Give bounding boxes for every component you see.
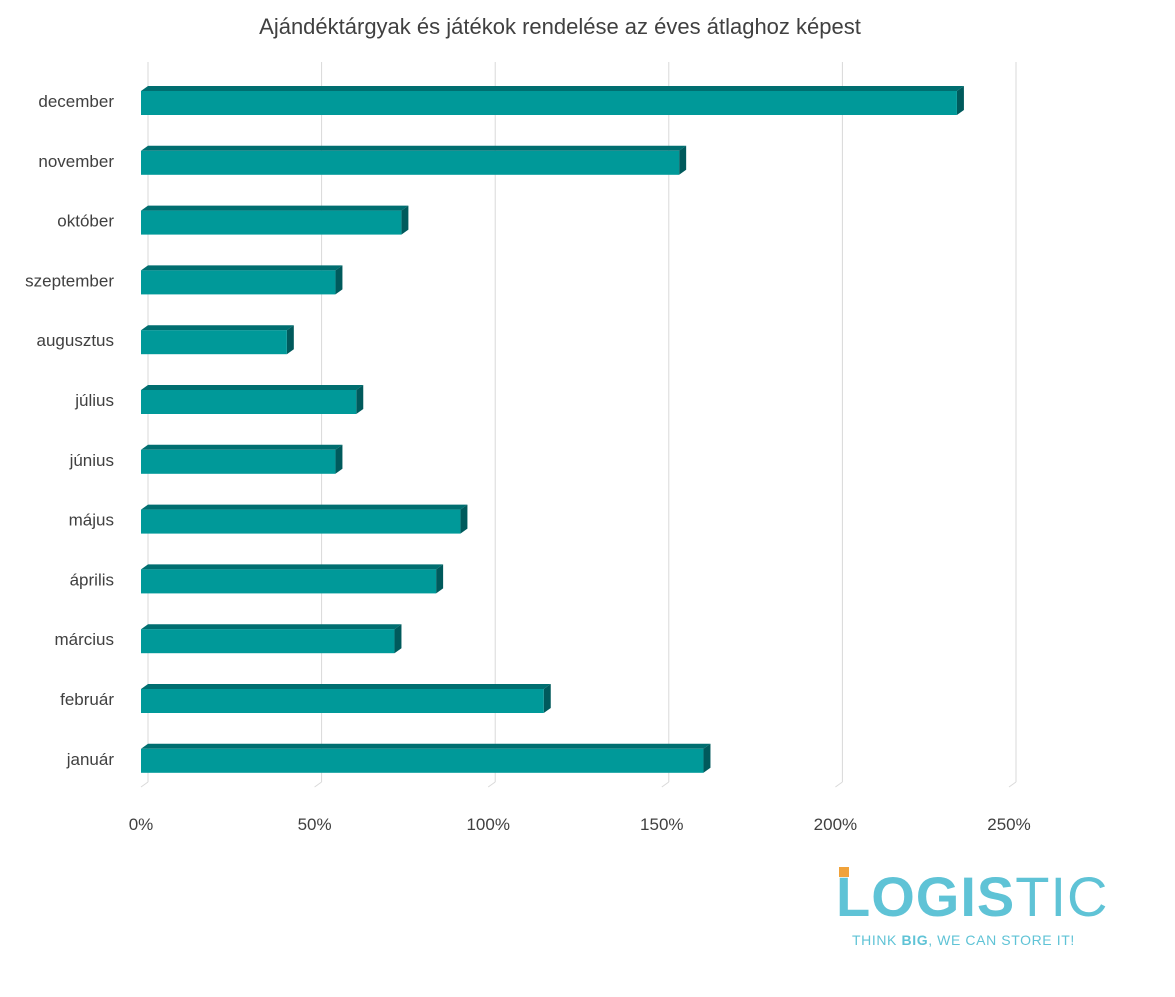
bar <box>141 684 551 713</box>
category-label: november <box>38 152 114 171</box>
x-tick-label: 200% <box>814 815 857 834</box>
bar <box>141 624 402 654</box>
bar-side <box>436 564 444 594</box>
bar-front <box>141 210 402 235</box>
bar <box>141 385 364 414</box>
bar-front <box>141 689 544 713</box>
bar-side <box>356 385 364 414</box>
bar-side <box>286 325 294 355</box>
bars <box>141 86 964 773</box>
bar-front <box>141 509 461 534</box>
bar <box>141 444 343 474</box>
x-tick-label: 150% <box>640 815 683 834</box>
category-label: július <box>74 391 114 410</box>
gridline-floor <box>661 781 670 788</box>
tagline-part2: , WE CAN STORE IT! <box>928 932 1075 948</box>
bar <box>141 743 711 773</box>
category-label: január <box>66 750 115 769</box>
bar-top <box>141 564 444 570</box>
category-label: június <box>69 451 114 470</box>
bar-side <box>679 145 687 175</box>
x-tick-label: 100% <box>466 815 509 834</box>
logo-accent-square <box>839 867 849 877</box>
category-label: május <box>69 511 114 530</box>
logo-tagline: THINK BIG, WE CAN STORE IT! <box>852 932 1075 948</box>
bar-side <box>335 444 343 474</box>
category-label: szeptember <box>25 271 114 290</box>
bar-side <box>335 265 343 295</box>
bar <box>141 265 343 295</box>
bar-top <box>141 504 468 510</box>
company-logo: LOGISTIC THINK BIG, WE CAN STORE IT! <box>836 866 1107 956</box>
bar-top <box>141 325 294 331</box>
x-tick-label: 0% <box>129 815 154 834</box>
bar-front <box>141 390 357 414</box>
bar-side <box>543 684 551 713</box>
gridline-floor <box>487 781 496 788</box>
category-label: augusztus <box>37 331 115 350</box>
bar-top <box>141 385 364 390</box>
gridline-floor <box>140 781 149 788</box>
bar-front <box>141 150 680 175</box>
bar <box>141 564 444 594</box>
gridlines <box>140 62 1017 788</box>
bar <box>141 504 468 534</box>
bar-front <box>141 748 704 773</box>
bar-front <box>141 91 957 115</box>
category-label: február <box>60 690 114 709</box>
tagline-bold: BIG <box>901 932 929 948</box>
bar-top <box>141 145 687 151</box>
y-axis-categories: december november október szeptember auguszt… <box>25 92 114 769</box>
bar-front <box>141 330 287 355</box>
gridline-floor <box>1008 781 1017 788</box>
category-label: október <box>57 212 114 231</box>
logo-word-part1: LOGIS <box>836 865 1016 928</box>
category-label: április <box>70 570 114 589</box>
bar <box>141 86 964 115</box>
bar-top <box>141 265 343 271</box>
bar-front <box>141 629 395 654</box>
bar-front <box>141 270 336 295</box>
bar <box>141 145 687 175</box>
bar-side <box>394 624 402 654</box>
x-tick-label: 250% <box>987 815 1030 834</box>
tagline-part1: THINK <box>852 932 902 948</box>
x-tick-label: 50% <box>298 815 332 834</box>
bar-side <box>401 205 409 235</box>
logo-word-part2: TIC <box>1015 865 1109 928</box>
gridline-floor <box>314 781 322 788</box>
bar-front <box>141 449 336 474</box>
bar <box>141 325 294 355</box>
gridline-floor <box>835 781 843 788</box>
category-label: december <box>38 92 114 111</box>
bar-side <box>956 86 964 115</box>
logo-wordmark: LOGISTIC <box>836 866 1108 928</box>
bar-side <box>460 504 468 534</box>
bar-top <box>141 743 711 749</box>
bar-top <box>141 684 551 689</box>
bar-top <box>141 624 402 630</box>
chart-title: Ajándéktárgyak és játékok rendelése az é… <box>259 14 861 39</box>
x-axis: 0% 50% 100% 150% 200% 250% <box>129 815 1031 834</box>
bar-top <box>141 205 409 211</box>
category-label: március <box>54 630 114 649</box>
bar-side <box>703 743 711 773</box>
bar-front <box>141 569 437 594</box>
bar-top <box>141 86 964 91</box>
bar <box>141 205 409 235</box>
bar-top <box>141 444 343 450</box>
